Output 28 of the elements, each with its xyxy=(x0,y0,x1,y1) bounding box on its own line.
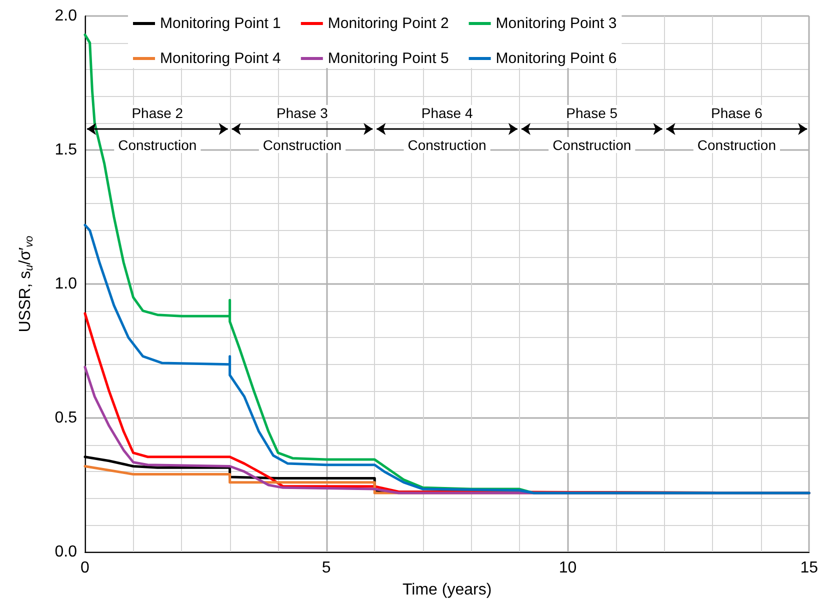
y-tick-label: 1.0 xyxy=(54,276,78,292)
x-axis-title: Time (years) xyxy=(402,582,492,598)
annotation: Phase 4 xyxy=(421,105,473,121)
annotation: Construction xyxy=(408,137,486,153)
annotation: Phase 3 xyxy=(276,105,328,121)
x-tick-label: 15 xyxy=(800,560,818,576)
legend-label: Monitoring Point 3 xyxy=(496,15,617,32)
legend-label: Monitoring Point 2 xyxy=(328,15,449,32)
annotation: Construction xyxy=(697,137,776,153)
annotation: Construction xyxy=(552,137,632,153)
y-tick-label: 2.0 xyxy=(54,8,78,24)
legend-label: Monitoring Point 4 xyxy=(160,50,281,67)
y-axis-title: USSR, su/σ′vo xyxy=(17,236,36,332)
legend-label: Monitoring Point 6 xyxy=(496,50,617,67)
line-series xyxy=(84,224,810,494)
x-tick-label: 10 xyxy=(558,560,577,576)
x-tick-label: 0 xyxy=(80,560,90,576)
y-tick-label: 1.5 xyxy=(54,142,78,158)
annotation: Construction xyxy=(118,137,197,153)
annotation: Phase 5 xyxy=(566,105,618,121)
x-tick-label: 5 xyxy=(322,560,331,576)
annotation: Phase 6 xyxy=(711,105,763,121)
y-tick-label: 0.0 xyxy=(54,544,78,560)
legend-label: Monitoring Point 5 xyxy=(328,50,449,67)
y-tick-label: 0.5 xyxy=(54,410,78,426)
annotation: Construction xyxy=(262,137,342,153)
legend-label: Monitoring Point 1 xyxy=(160,15,281,32)
annotation: Phase 2 xyxy=(132,105,184,121)
